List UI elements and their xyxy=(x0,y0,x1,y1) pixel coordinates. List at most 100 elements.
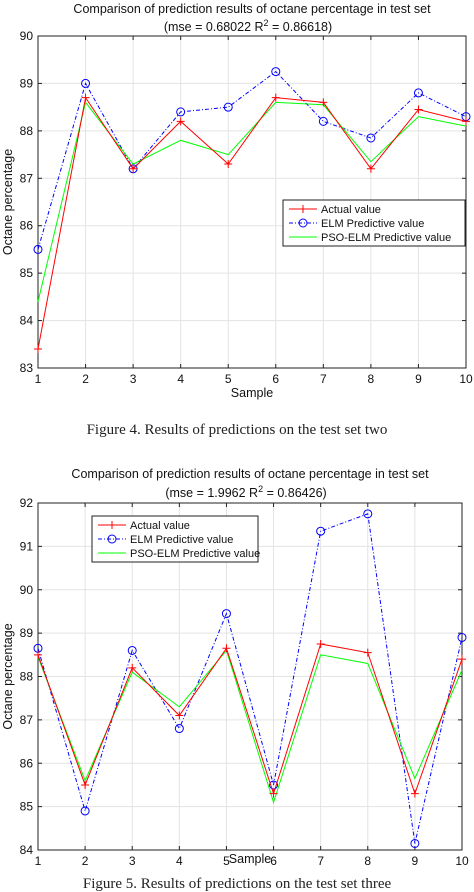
series-point-2 xyxy=(223,102,233,112)
series-point-1 xyxy=(222,644,231,653)
series-point-1 xyxy=(224,160,233,169)
x-tick-label: 9 xyxy=(412,854,419,868)
y-tick-label: 85 xyxy=(20,800,34,814)
series-point-2 xyxy=(318,116,328,126)
y-tick-label: 86 xyxy=(20,756,34,770)
subtitle-r2: = 0.86618) xyxy=(269,20,333,34)
subtitle-r2: = 0.86426) xyxy=(263,486,327,500)
chart-2: Comparison of prediction results of octa… xyxy=(1,467,469,892)
y-tick-label: 92 xyxy=(20,496,34,510)
series-point-1 xyxy=(271,93,280,102)
series-point-2 xyxy=(176,107,186,117)
y-tick-label: 84 xyxy=(20,843,34,857)
legend: Actual value ELM Predictive value PSO-ELM … xyxy=(282,199,466,247)
chart-subtitle: (mse = 1.9962 R2 = 0.86426) xyxy=(165,484,326,500)
y-tick-label: 90 xyxy=(20,583,34,597)
legend: Actual value ELM Predictive value PSO-ELM … xyxy=(91,515,260,563)
legend-marker-2 xyxy=(298,218,308,228)
legend-label-2: ELM Predictive value xyxy=(321,218,424,230)
y-tick-label: 90 xyxy=(20,29,34,43)
series-point-2 xyxy=(174,724,184,734)
x-tick-label: 3 xyxy=(129,854,136,868)
series-point-1 xyxy=(269,789,278,798)
legend-marker-1 xyxy=(299,205,307,213)
x-axis-label: Sample xyxy=(229,852,271,866)
series-point-2 xyxy=(366,133,376,143)
y-axis-label: Octane percentage xyxy=(1,149,15,255)
x-tick-label: 8 xyxy=(364,854,371,868)
subtitle-mse: (mse = 1.9962 R xyxy=(165,486,258,500)
x-tick-label: 8 xyxy=(368,372,375,386)
series-point-2 xyxy=(316,526,326,536)
figure-caption: Figure 4. Results of predictions on the … xyxy=(87,422,388,438)
series-point-2 xyxy=(269,780,279,790)
legend-label-2: ELM Predictive value xyxy=(130,534,233,546)
legend-marker-1 xyxy=(108,521,116,529)
series-point-2 xyxy=(271,67,281,77)
y-tick-label: 89 xyxy=(20,76,34,90)
y-tick-label: 85 xyxy=(20,266,34,280)
chart-title: Comparison of prediction results of octa… xyxy=(71,467,429,481)
series-point-1 xyxy=(34,650,42,659)
x-tick-label: 7 xyxy=(320,372,327,386)
chart-subtitle: (mse = 0.68022 R2 = 0.86618) xyxy=(164,18,332,34)
y-tick-label: 88 xyxy=(20,124,34,138)
series-point-1 xyxy=(410,789,419,798)
x-tick-label: 1 xyxy=(35,854,42,868)
series-point-2 xyxy=(80,806,90,816)
y-tick-label: 87 xyxy=(20,713,34,727)
plot-frame xyxy=(37,35,467,369)
x-tick-label: 10 xyxy=(459,372,473,386)
y-tick-label: 83 xyxy=(20,361,34,375)
x-tick-label: 2 xyxy=(82,854,89,868)
x-tick-label: 4 xyxy=(177,372,184,386)
series-line-1 xyxy=(37,643,463,796)
series-point-1 xyxy=(175,711,184,720)
subtitle-sup: 2 xyxy=(264,18,269,28)
y-tick-label: 87 xyxy=(20,171,34,185)
series-point-1 xyxy=(81,93,90,102)
series-point-1 xyxy=(176,117,185,126)
legend-marker-2 xyxy=(107,534,117,544)
y-axis-label: Octane percentage xyxy=(1,623,15,729)
series-point-2 xyxy=(127,645,137,655)
legend-label-1: Actual value xyxy=(321,204,381,216)
x-axis-label: Sample xyxy=(231,386,273,400)
x-tick-label: 7 xyxy=(317,854,324,868)
x-tick-label: 9 xyxy=(415,372,422,386)
chart-title: Comparison of prediction results of octa… xyxy=(73,2,431,16)
series-point-1 xyxy=(414,105,423,114)
series-point-1 xyxy=(129,164,138,173)
y-tick-label: 89 xyxy=(20,626,34,640)
series-point-2 xyxy=(363,509,373,519)
series-point-2 xyxy=(221,609,231,619)
series-point-2 xyxy=(81,78,91,88)
series-line-2 xyxy=(37,513,463,844)
subtitle-sup: 2 xyxy=(258,484,263,494)
legend-label-3: PSO-ELM Predictive value xyxy=(321,232,451,244)
series-point-2 xyxy=(410,838,420,848)
series-point-1 xyxy=(128,663,137,672)
y-tick-label: 84 xyxy=(20,314,34,328)
series-line-2 xyxy=(37,70,467,250)
series-point-2 xyxy=(457,632,467,642)
subtitle-mse: (mse = 0.68022 R xyxy=(164,20,264,34)
x-tick-label: 3 xyxy=(130,372,137,386)
x-tick-label: 6 xyxy=(272,372,279,386)
x-tick-label: 1 xyxy=(35,372,42,386)
series-point-2 xyxy=(413,88,423,98)
series-point-1 xyxy=(81,780,90,789)
x-tick-label: 6 xyxy=(270,854,277,868)
figure-caption: Figure 5. Results of predictions on the … xyxy=(83,876,392,892)
series-line-1 xyxy=(37,96,467,350)
y-tick-label: 86 xyxy=(20,219,34,233)
series-point-1 xyxy=(34,345,42,354)
series-point-1 xyxy=(363,648,372,657)
legend-label-3: PSO-ELM Predictive value xyxy=(130,548,260,560)
series-point-1 xyxy=(319,98,328,107)
y-tick-label: 91 xyxy=(20,539,34,553)
series-point-1 xyxy=(316,639,325,648)
series-point-1 xyxy=(462,117,470,126)
chart-1: Comparison of prediction results of octa… xyxy=(1,2,473,438)
